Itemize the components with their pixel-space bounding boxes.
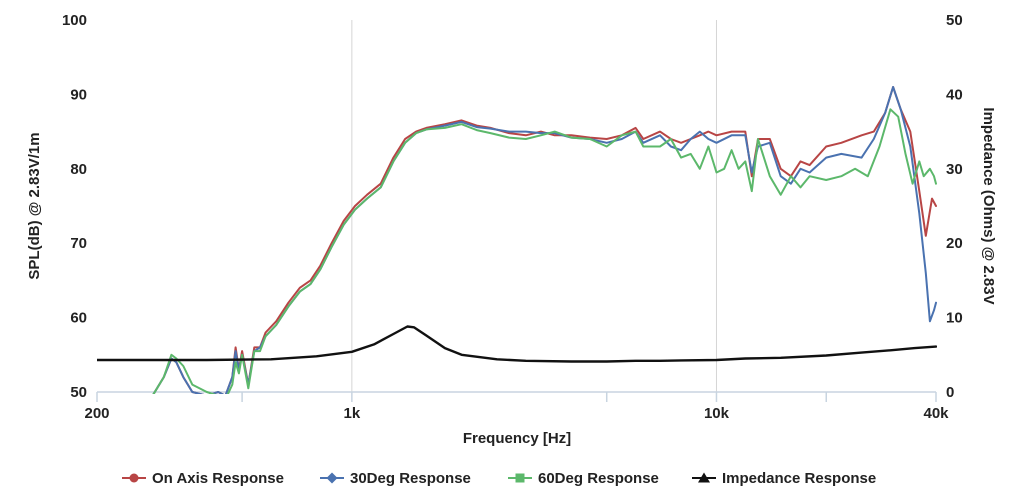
- y-left-tick-label: 90: [70, 86, 87, 103]
- y-right-tick-label: 40: [946, 86, 963, 103]
- x-axis-title: Frequency [Hz]: [463, 430, 571, 447]
- legend-label: 30Deg Response: [350, 470, 471, 487]
- legend-label: On Axis Response: [152, 470, 284, 487]
- legend-label: Impedance Response: [722, 470, 876, 487]
- tick-labels: 200 1k 10k 40k 50 60 70 80 90 100 0 10 20 30 40 50: [62, 12, 963, 422]
- 60deg-response-line: [152, 108, 937, 394]
- axes: [96, 391, 937, 402]
- y-left-tick-label: 70: [70, 235, 87, 252]
- y-left-tick-label: 80: [70, 161, 87, 178]
- y-axis-left-title: SPL(dB) @ 2.83V/1m: [26, 132, 43, 279]
- legend-marker-diamond-icon: [326, 472, 338, 484]
- legend-item-30deg-response[interactable]: 30Deg Response: [320, 470, 471, 487]
- legend-label: 60Deg Response: [538, 470, 659, 487]
- y-right-tick-label: 30: [946, 161, 963, 178]
- grid-lines: [351, 20, 717, 392]
- x-tick-label: 200: [84, 405, 109, 422]
- legend-item-60deg-response[interactable]: 60Deg Response: [508, 470, 659, 487]
- x-tick-label: 40k: [923, 405, 949, 422]
- series-lines: [97, 86, 937, 394]
- y-right-tick-label: 10: [946, 310, 963, 327]
- y-right-tick-label: 0: [946, 384, 954, 401]
- y-right-tick-label: 20: [946, 235, 963, 252]
- legend-marker-triangle-icon: [698, 472, 710, 483]
- legend-item-on-axis-response[interactable]: On Axis Response: [122, 470, 284, 487]
- legend: On Axis Response 30Deg Response 60Deg Resp…: [122, 470, 876, 487]
- y-left-tick-label: 50: [70, 384, 87, 401]
- y-left-tick-label: 100: [62, 12, 87, 29]
- y-right-tick-label: 50: [946, 12, 963, 29]
- x-tick-label: 10k: [704, 405, 730, 422]
- on-axis-response-line: [152, 86, 937, 394]
- x-tick-label: 1k: [344, 405, 361, 422]
- y-left-tick-label: 60: [70, 310, 87, 327]
- legend-marker-square-icon: [515, 473, 525, 483]
- y-axis-right-title: Impedance (Ohms) @ 2.83V: [980, 107, 997, 304]
- impedance-response-line: [97, 325, 937, 363]
- legend-item-impedance-response[interactable]: Impedance Response: [692, 470, 876, 487]
- legend-marker-circle-icon: [129, 473, 139, 483]
